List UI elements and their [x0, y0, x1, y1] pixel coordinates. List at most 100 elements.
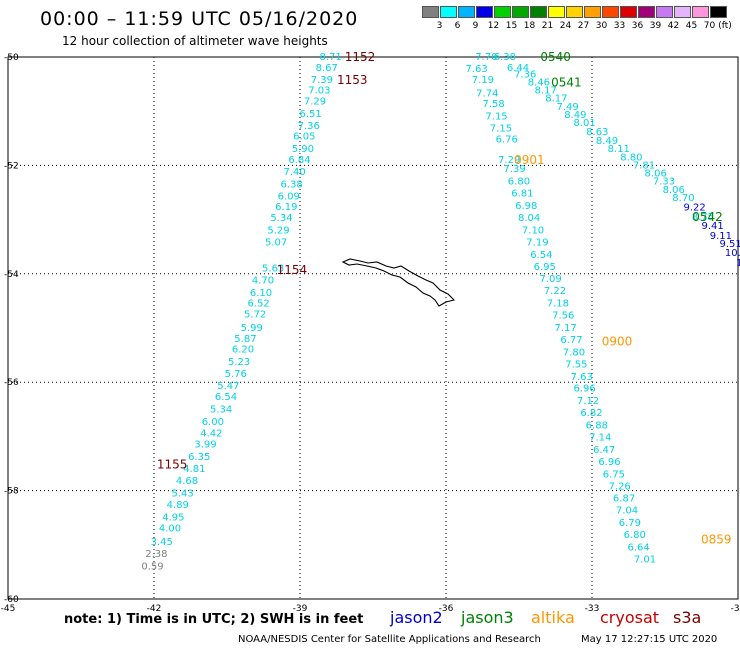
- swh-value: 8.17: [545, 94, 567, 105]
- scale-swatch: [494, 6, 511, 18]
- swh-value: 5.34: [210, 404, 232, 415]
- scale-label: 6: [454, 21, 461, 31]
- swh-value: 7.36: [514, 69, 536, 80]
- swh-value: 7.19: [472, 75, 494, 86]
- swh-value: 7.04: [616, 506, 638, 517]
- pass-time-label: 1155: [157, 458, 188, 472]
- scale-label: 21: [541, 21, 554, 31]
- swh-value: 7.70: [475, 52, 497, 63]
- swh-value: 7.58: [483, 99, 505, 110]
- swh-value: 6.95: [534, 262, 556, 273]
- scale-swatch: [422, 6, 439, 18]
- swh-value: 6.98: [515, 201, 537, 212]
- swh-value: 6.09: [278, 191, 300, 202]
- lat-tick-label: -60: [4, 595, 19, 605]
- swh-value: 3.45: [151, 537, 173, 548]
- scale-swatch: [566, 6, 583, 18]
- swh-value: 7.55: [565, 359, 587, 370]
- swh-value: 8.06: [645, 169, 667, 180]
- credit-text: NOAA/NESDIS Center for Satellite Applica…: [238, 634, 541, 645]
- scale-label: 42: [667, 21, 680, 31]
- pass-time-label: 1154: [277, 263, 308, 277]
- lon-tick-label: -42: [147, 604, 162, 614]
- scale-swatch: [656, 6, 673, 18]
- altimeter-tracks: 8.718.677.397.037.296.517.366.055.906.84…: [141, 50, 740, 572]
- scale-swatch: [620, 6, 637, 18]
- swh-value: 7.29: [304, 96, 326, 107]
- pass-time-label: 0542: [692, 210, 723, 224]
- satellite-name-jason3: jason3: [461, 608, 514, 627]
- swh-value: 7.03: [308, 86, 330, 97]
- swh-value: 6.35: [188, 452, 210, 463]
- lat-tick-label: -50: [4, 53, 19, 63]
- swh-value: 7.40: [283, 167, 305, 178]
- swh-value: 7.33: [653, 177, 675, 188]
- swh-value: 7.39: [503, 164, 525, 175]
- swh-value: 8.01: [574, 118, 596, 129]
- swh-value: 5.34: [270, 213, 292, 224]
- swh-value: 6.75: [603, 469, 625, 480]
- south-georgia-coastline: [341, 258, 456, 307]
- pass-time-label: 0540: [540, 50, 571, 64]
- scale-label: 27: [577, 21, 590, 31]
- swh-value: 2.38: [145, 549, 167, 560]
- swh-value: 5.99: [241, 323, 263, 334]
- swh-value: 7.49: [556, 102, 578, 113]
- swh-value: 5.47: [217, 381, 239, 392]
- swh-value: 5.43: [172, 488, 194, 499]
- swh-value: 7.15: [490, 124, 512, 135]
- scale-swatch: [692, 6, 709, 18]
- swh-value: 10.37: [725, 248, 740, 259]
- swh-value: 7.18: [547, 299, 569, 310]
- swh-value: 8.67: [316, 63, 338, 74]
- scale-unit: (ft): [718, 21, 732, 31]
- swh-value: 6.54: [215, 392, 237, 403]
- scale-label: 36: [631, 21, 644, 31]
- swh-value: 7.22: [544, 286, 566, 297]
- scale-swatch: [710, 6, 727, 18]
- scale-label: 45: [685, 21, 698, 31]
- lat-tick-label: -54: [4, 270, 19, 280]
- scale-label: 12: [487, 21, 500, 31]
- swh-value: 6.77: [560, 335, 582, 346]
- pass-time-label: 0541: [551, 75, 582, 89]
- swh-value: 7.39: [311, 75, 333, 86]
- scale-swatch: [548, 6, 565, 18]
- swh-value: 6.00: [202, 417, 224, 428]
- satellite-name-cryosat: cryosat: [600, 608, 660, 627]
- swh-value: 5.29: [267, 225, 289, 236]
- swh-value: 10.48: [736, 258, 740, 269]
- swh-value: 6.47: [593, 445, 615, 456]
- swh-value: 6.81: [511, 189, 533, 200]
- scale-label: 30: [595, 21, 608, 31]
- swh-value: 9.51: [720, 239, 740, 250]
- satellite-name-jason2: jason2: [390, 608, 443, 627]
- swh-value: 7.01: [634, 554, 656, 565]
- swh-value: 6.54: [530, 250, 552, 261]
- swh-value: 4.89: [167, 500, 189, 511]
- swh-value: 5.76: [225, 369, 247, 380]
- swh-value: 8.49: [596, 136, 618, 147]
- swh-value: 6.51: [300, 109, 322, 120]
- swh-value: 6.96: [598, 457, 620, 468]
- swh-value: 6.64: [628, 543, 650, 554]
- swh-value: 6.38: [281, 179, 303, 190]
- swh-value: 7.56: [552, 311, 574, 322]
- swh-value: 8.70: [672, 193, 694, 204]
- lon-tick-label: -33: [585, 604, 600, 614]
- swh-value: 7.74: [476, 88, 498, 99]
- page-title: 00:00 – 11:59 UTC 05/16/2020: [40, 8, 359, 30]
- scale-label: 15: [505, 21, 518, 31]
- swh-value: 7.12: [577, 396, 599, 407]
- swh-value: 8.46: [528, 77, 550, 88]
- pass-time-label: 1152: [345, 50, 376, 64]
- swh-value: 4.95: [162, 513, 184, 524]
- lat-tick-label: -52: [4, 161, 19, 171]
- track-cryosat: 8.718.677.397.037.29 6.517.366.055.906.84…: [141, 50, 375, 572]
- timestamp-text: May 17 12:27:15 UTC 2020: [581, 634, 718, 645]
- swh-value: 8.49: [564, 110, 586, 121]
- swh-value: 6.52: [247, 299, 269, 310]
- swh-value: 6.76: [496, 134, 518, 145]
- swh-value: 4.70: [252, 275, 274, 286]
- swh-value: 5.90: [292, 144, 314, 155]
